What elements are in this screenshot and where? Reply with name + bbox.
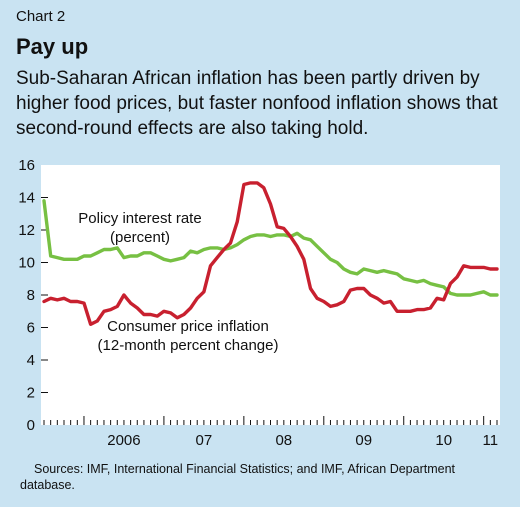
- y-tick-label: 10: [18, 255, 35, 272]
- x-tick-label: 08: [275, 432, 292, 449]
- x-tick-label: 07: [196, 432, 213, 449]
- y-tick-label: 4: [27, 352, 35, 369]
- chart-subtitle: Sub-Saharan African inflation has been p…: [16, 68, 498, 139]
- y-tick-label: 8: [27, 287, 35, 304]
- x-tick-label: 10: [435, 432, 452, 449]
- cpi-line: [42, 181, 499, 326]
- y-tick-label: 12: [18, 222, 35, 239]
- y-tick-label: 6: [27, 320, 35, 337]
- y-tick-label: 14: [18, 190, 35, 207]
- cpi-annotation-line1: Consumer price inflation: [107, 318, 269, 335]
- y-axis: 0 2 4 6 8 10 12 14 16: [18, 157, 48, 434]
- y-tick-label: 16: [18, 157, 35, 174]
- chart-title: Pay up: [16, 34, 89, 59]
- x-tick-label: 11: [483, 432, 499, 449]
- policy-rate-annotation-line1: Policy interest rate: [78, 210, 201, 227]
- series-layer: [42, 181, 499, 326]
- y-tick-label: 2: [27, 385, 35, 402]
- policy-rate-line: [42, 199, 499, 297]
- y-tick-label: 0: [27, 417, 35, 434]
- annotation-layer: Policy interest rate (percent) Consumer pr…: [78, 210, 278, 354]
- cpi-annotation-line2: (12-month percent change): [98, 337, 279, 354]
- x-tick-label: 09: [355, 432, 372, 449]
- chart-number: Chart 2: [16, 8, 66, 25]
- x-axis: 2006 07 08 09 10 11: [43, 416, 499, 449]
- x-tick-label: 2006: [107, 432, 140, 449]
- policy-rate-annotation-line2: (percent): [110, 229, 170, 246]
- source-note: Sources: IMF, International Financial St…: [20, 462, 456, 492]
